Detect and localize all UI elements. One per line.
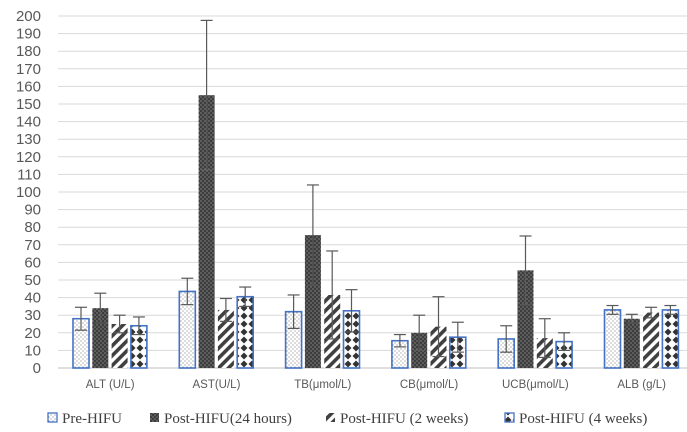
bar — [603, 309, 622, 369]
y-tick-label: 180 — [16, 43, 41, 60]
legend-item: Post-HIFU (2 weeks) — [326, 411, 468, 427]
legend: Pre-HIFU Post-HIFU(24 hours) Post-HIFU (2 … — [47, 411, 647, 427]
x-axis-category-labels: ALT (U/L) AST(U/L) TB(μmol/L) CB(μmol/L) UCB… — [86, 379, 666, 391]
y-tick-label: 50 — [24, 272, 41, 289]
y-tick-label: 140 — [16, 114, 41, 131]
legend-swatch — [326, 413, 335, 422]
bar — [304, 235, 321, 368]
y-tick-label: 130 — [16, 131, 41, 148]
bar — [198, 95, 215, 368]
bars — [72, 95, 680, 369]
y-tick-label: 100 — [16, 184, 41, 201]
y-tick-label: 190 — [16, 26, 41, 43]
bar — [517, 270, 534, 368]
legend-label: Post-HIFU (2 weeks) — [340, 411, 468, 427]
y-tick-label: 150 — [16, 96, 41, 113]
y-tick-label: 70 — [24, 237, 41, 254]
legend-label: Post-HIFU(24 hours) — [164, 411, 292, 427]
x-tick-label: CB(μmol/L) — [400, 379, 459, 391]
y-tick-label: 160 — [16, 78, 41, 95]
bar — [236, 295, 254, 369]
y-tick-label: 170 — [16, 61, 41, 78]
legend-swatch — [47, 412, 58, 423]
y-axis-tick-labels: 0102030405060708090100110120130140150160… — [16, 8, 41, 377]
x-tick-label: UCB(μmol/L) — [502, 379, 569, 391]
legend-label: Post-HIFU (4 weeks) — [519, 411, 647, 427]
x-tick-label: TB(μmol/L) — [294, 379, 351, 391]
y-tick-label: 10 — [24, 342, 41, 359]
bar — [643, 312, 660, 368]
y-tick-label: 80 — [24, 219, 41, 236]
x-tick-label: ALB (g/L) — [617, 379, 666, 391]
bar — [661, 309, 680, 369]
legend-label: Pre-HIFU — [62, 411, 122, 427]
bar — [623, 318, 640, 368]
gridlines — [58, 15, 687, 369]
legend-item: Post-HIFU (4 weeks) — [504, 411, 647, 427]
error-bars — [75, 19, 677, 359]
bar — [111, 324, 128, 368]
x-tick-label: AST(U/L) — [192, 379, 240, 391]
y-tick-label: 20 — [24, 325, 41, 342]
legend-item: Post-HIFU(24 hours) — [150, 411, 292, 427]
y-tick-label: 0 — [33, 360, 41, 377]
y-tick-label: 40 — [24, 290, 41, 307]
y-tick-label: 120 — [16, 149, 41, 166]
y-tick-label: 200 — [16, 8, 41, 25]
legend-swatch — [504, 412, 515, 423]
bar — [217, 309, 234, 368]
y-tick-label: 30 — [24, 307, 41, 324]
y-tick-label: 60 — [24, 254, 41, 271]
x-tick-label: ALT (U/L) — [86, 379, 135, 391]
legend-item: Pre-HIFU — [47, 411, 122, 427]
y-tick-label: 110 — [17, 166, 41, 183]
y-tick-label: 90 — [24, 202, 41, 219]
legend-swatch — [150, 413, 159, 422]
